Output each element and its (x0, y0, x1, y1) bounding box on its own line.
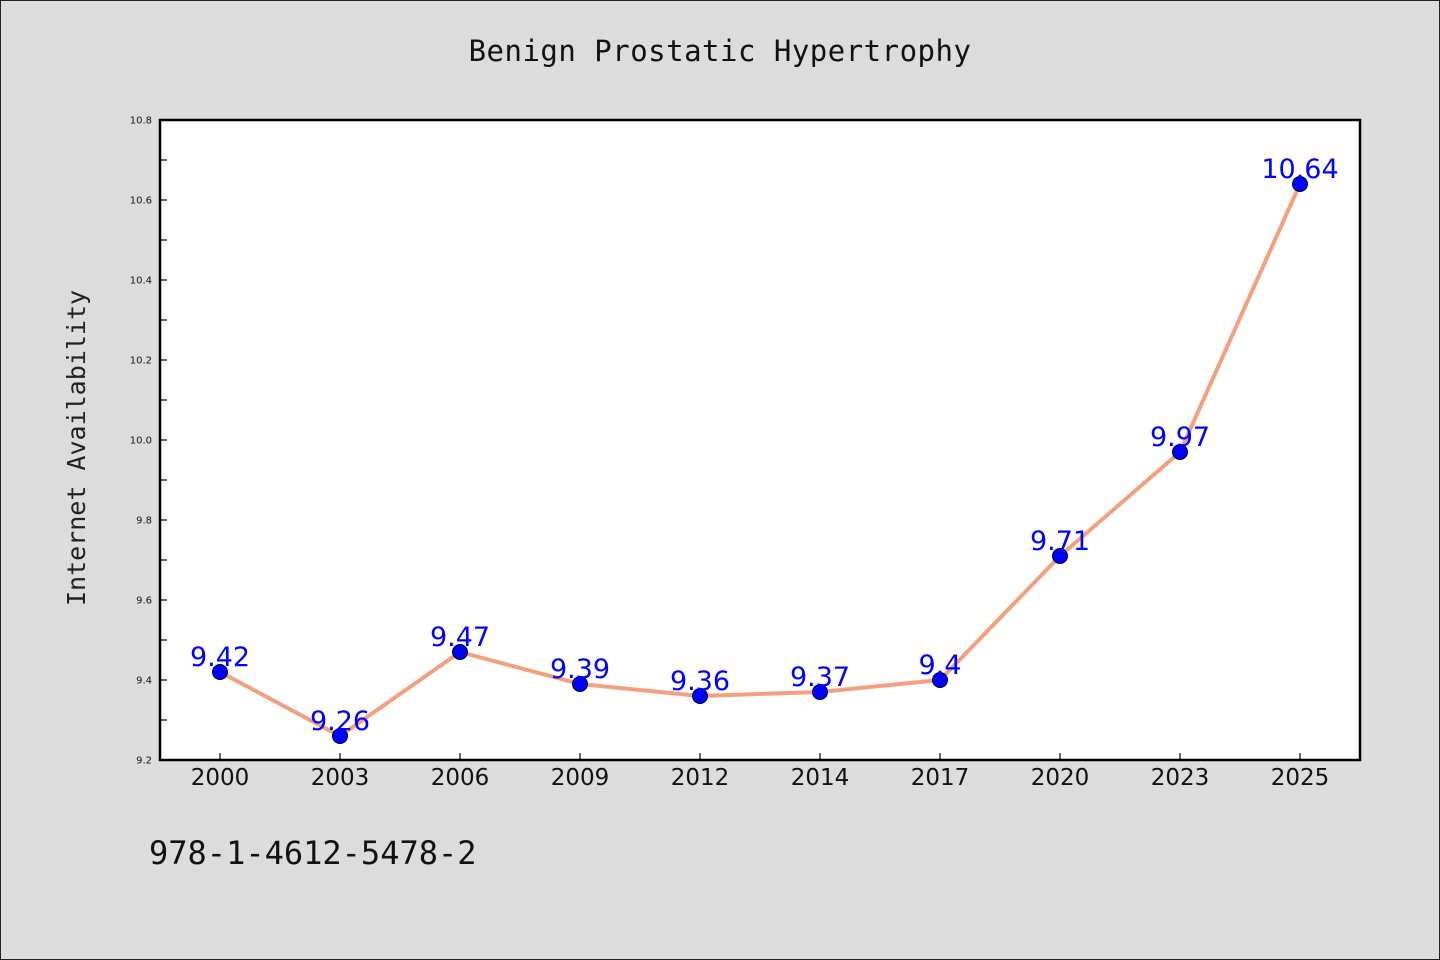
data-label: 9.36 (670, 666, 730, 697)
data-label: 9.97 (1150, 422, 1210, 453)
x-axis: 2000 2003 2006 2009 2012 2014 2017 2020 2023 2025 (191, 753, 1330, 791)
y-tick-label: 9.2 (136, 756, 152, 767)
series-markers (212, 176, 1308, 744)
data-point (572, 676, 588, 692)
data-label: 9.71 (1030, 526, 1090, 557)
x-tick-label: 2000 (191, 765, 250, 791)
plot-area (160, 120, 1360, 760)
x-tick-label: 2012 (671, 765, 730, 791)
data-label: 9.4 (919, 650, 962, 681)
y-tick-label: 10.8 (130, 116, 152, 127)
x-tick-label: 2025 (1271, 765, 1330, 791)
y-tick-label: 10.4 (130, 276, 152, 287)
data-point (1052, 548, 1068, 564)
data-label: 9.42 (190, 642, 250, 673)
data-point (692, 688, 708, 704)
data-label: 9.39 (550, 654, 610, 685)
x-tick-label: 2023 (1151, 765, 1210, 791)
data-label: 10.64 (1261, 154, 1338, 185)
y-tick-label: 9.8 (136, 516, 152, 527)
data-label: 9.26 (310, 706, 370, 737)
x-tick-label: 2003 (311, 765, 370, 791)
data-point (332, 728, 348, 744)
y-axis-label: Internet Availability (62, 290, 91, 606)
series-line (218, 182, 1302, 738)
y-tick-label: 10.0 (130, 436, 152, 447)
data-label: 9.37 (790, 662, 850, 693)
y-tick-label: 9.4 (136, 676, 152, 687)
x-tick-label: 2020 (1031, 765, 1090, 791)
y-tick-label: 10.6 (130, 196, 152, 207)
plot-border (158, 118, 1362, 762)
x-tick-label: 2014 (791, 765, 850, 791)
data-point (212, 664, 228, 680)
data-label: 9.47 (430, 622, 490, 653)
data-point (452, 644, 468, 660)
data-labels: 9.42 9.26 9.47 9.39 9.36 9.37 9.4 9.71 9.97 10.64 (190, 154, 1339, 737)
y-tick-label: 10.2 (130, 356, 152, 367)
data-point (812, 684, 828, 700)
chart-title: Benign Prostatic Hypertrophy (468, 34, 972, 68)
x-tick-label: 2009 (551, 765, 610, 791)
data-point (932, 672, 948, 688)
x-tick-label: 2017 (911, 765, 970, 791)
data-point (1292, 176, 1308, 192)
isbn-text: 978-1-4612-5478-2 (149, 834, 477, 872)
x-tick-label: 2006 (431, 765, 490, 791)
data-point (1172, 444, 1188, 460)
y-tick-label: 9.6 (136, 596, 152, 607)
